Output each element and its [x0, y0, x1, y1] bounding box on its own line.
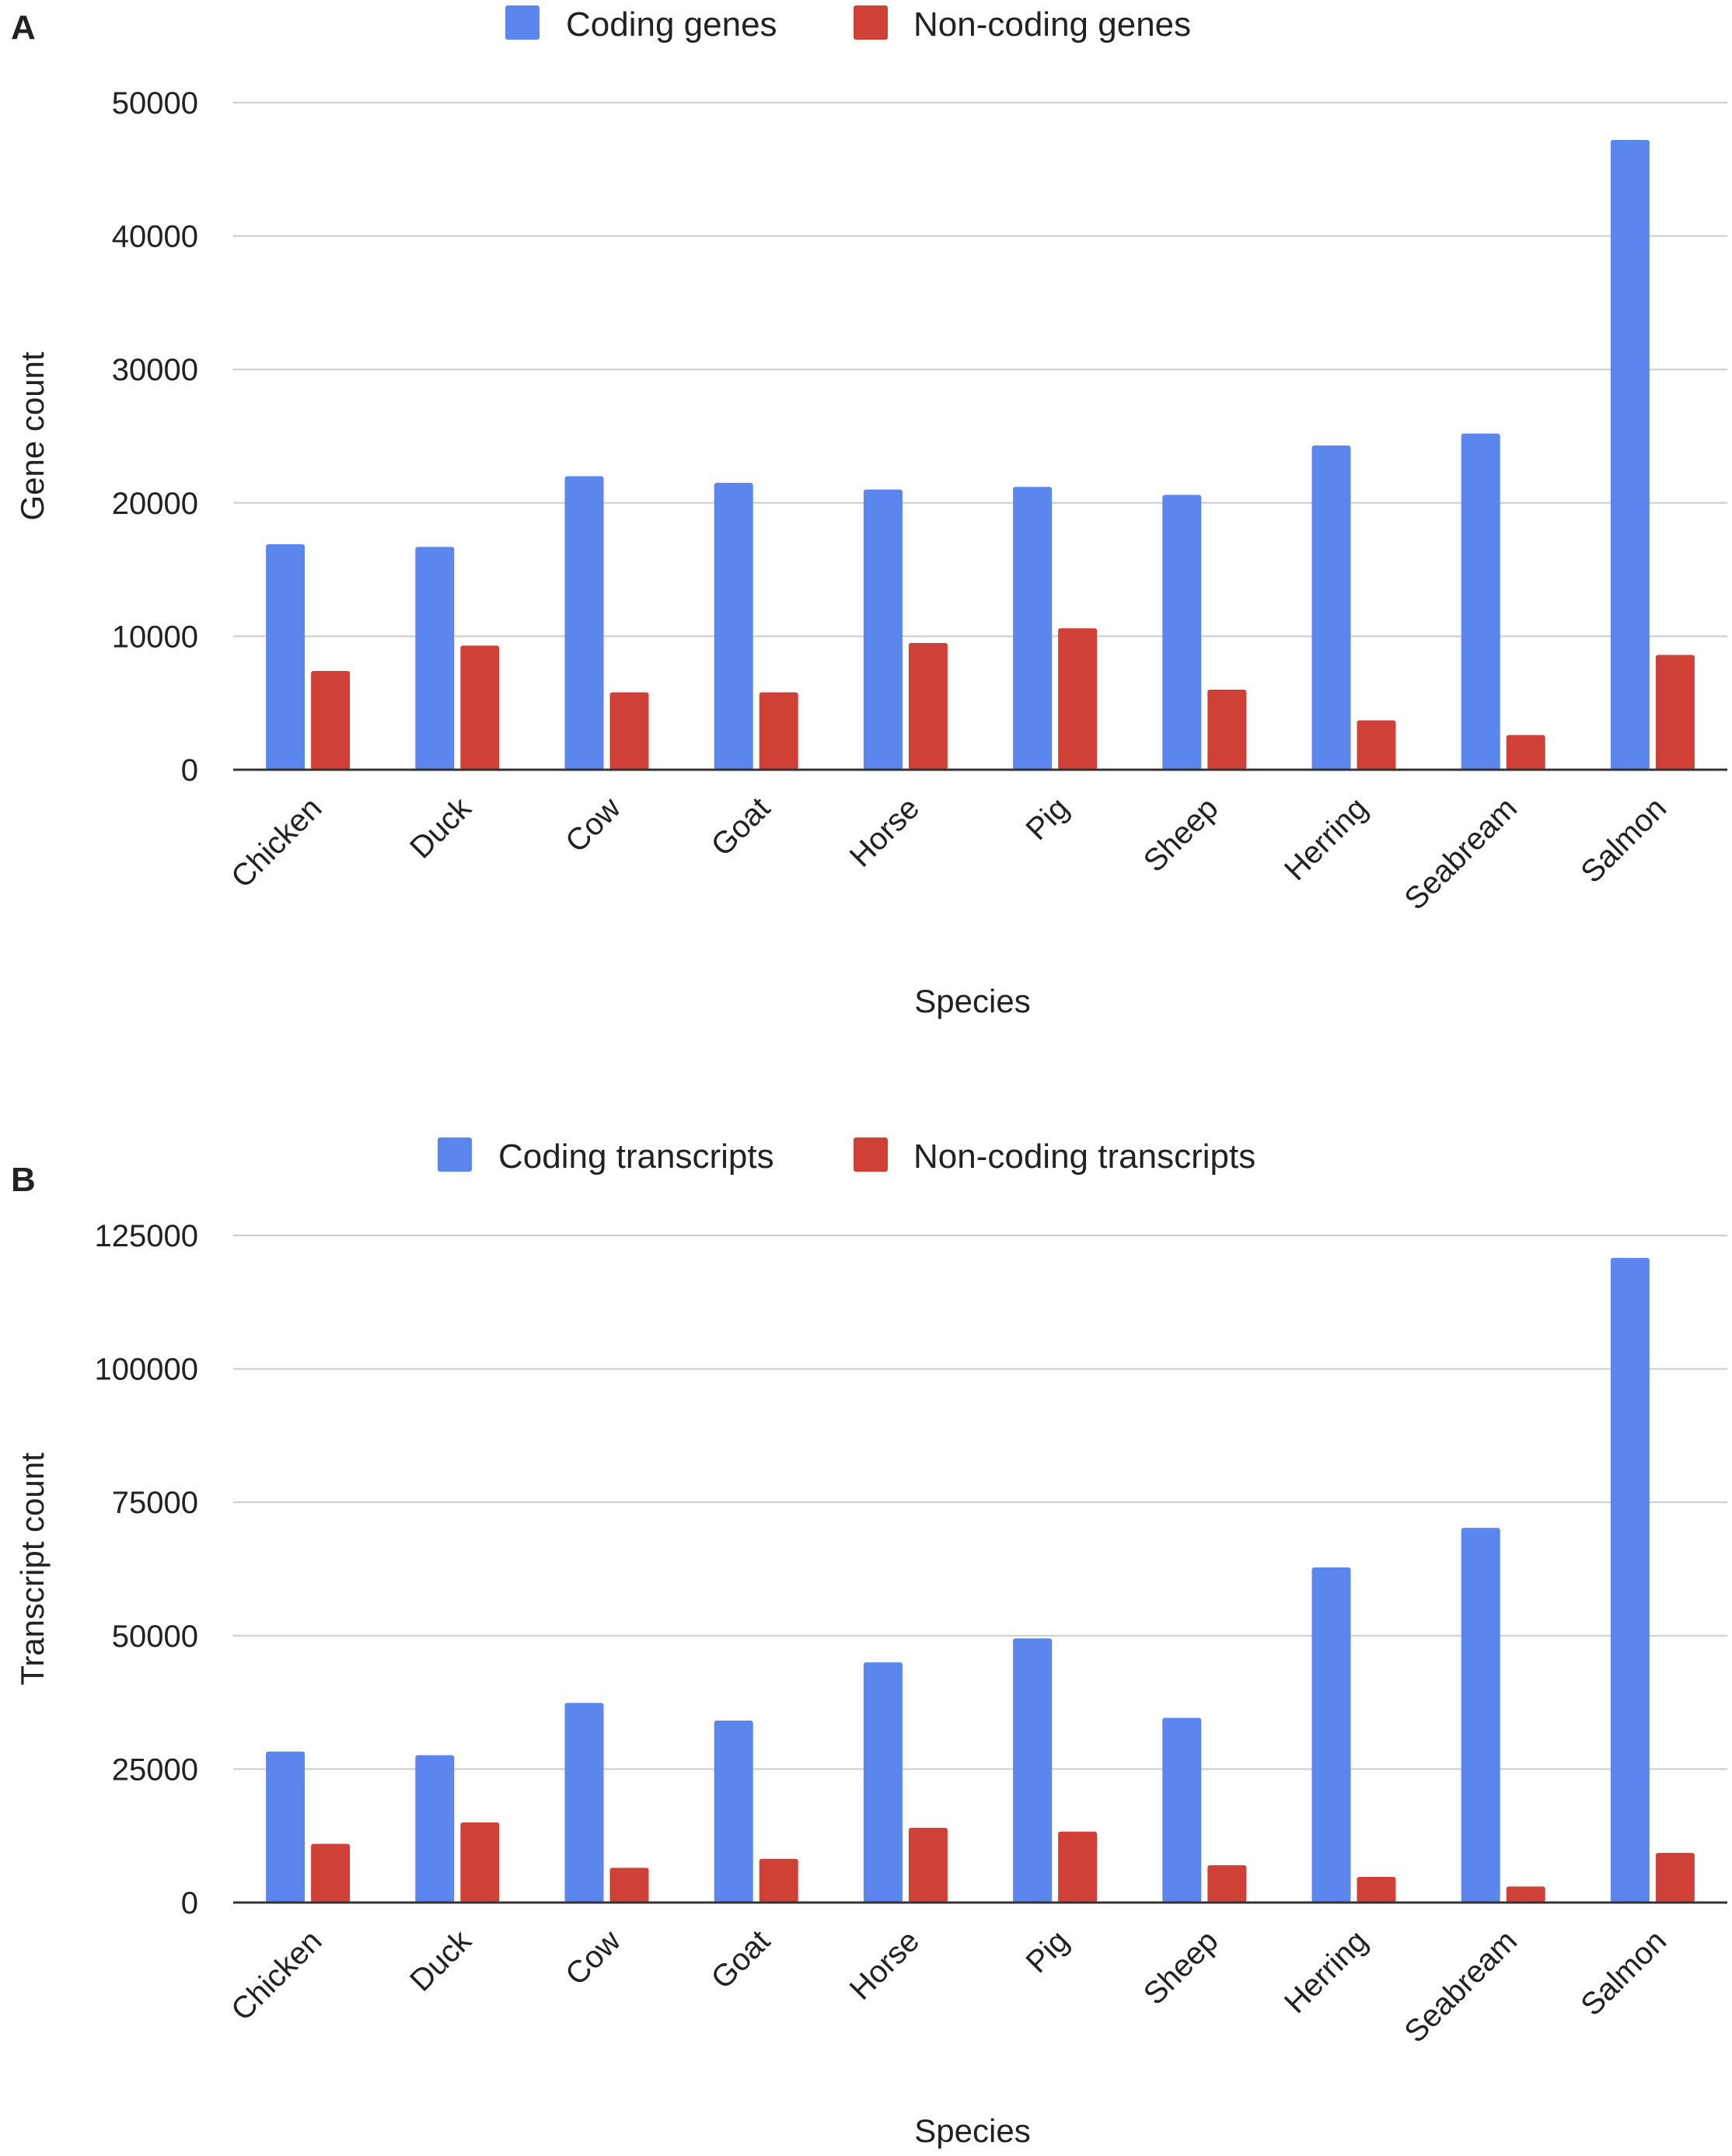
gridlines-b [233, 1235, 1727, 1770]
bar-non-coding-genes-chicken [311, 671, 351, 770]
bar-non-coding-transcripts-horse [908, 1827, 948, 1903]
bar-coding-genes-duck [415, 547, 455, 770]
bar-non-coding-genes-seabream [1506, 735, 1545, 770]
y-tick-label: 25000 [112, 1752, 198, 1787]
bar-coding-transcripts-sheep [1162, 1717, 1202, 1903]
bar-non-coding-genes-cow [609, 692, 649, 770]
y-tick-label: 0 [181, 753, 198, 788]
bar-coding-genes-goat [714, 483, 753, 770]
x-category-label-horse: Horse [843, 1924, 927, 2007]
legend-label-coding-genes: Coding genes [566, 5, 777, 44]
legend-label-coding-transcripts: Coding transcripts [498, 1137, 774, 1176]
bars-a [266, 140, 1695, 770]
bar-non-coding-genes-horse [908, 642, 948, 770]
x-category-label-seabream: Seabream [1398, 1924, 1524, 2049]
y-tick-label: 100000 [95, 1353, 198, 1387]
legend-b: Coding transcripts Non-coding transcript… [438, 1137, 1255, 1176]
y-tick-label: 125000 [95, 1219, 198, 1253]
x-category-labels-b: Chicken Duck Cow Goat Horse Pig Sheep Herring Se… [225, 1924, 1673, 2049]
legend-label-non-coding-genes: Non-coding genes [913, 5, 1191, 44]
y-tick-label: 20000 [112, 487, 198, 521]
bar-non-coding-genes-duck [460, 645, 500, 770]
x-category-label-seabream: Seabream [1398, 791, 1524, 917]
y-tick-label: 30000 [112, 353, 198, 387]
bar-non-coding-transcripts-herring [1357, 1877, 1396, 1903]
bars-b [266, 1257, 1695, 1903]
bar-coding-transcripts-chicken [266, 1751, 306, 1903]
x-category-label-duck: Duck [403, 1924, 478, 1998]
bar-coding-transcripts-duck [415, 1755, 455, 1903]
legend-a: Coding genes Non-coding genes [505, 5, 1191, 44]
bar-non-coding-transcripts-chicken [311, 1843, 351, 1903]
x-category-label-pig: Pig [1019, 791, 1075, 847]
y-tick-label: 10000 [112, 620, 198, 654]
bar-coding-genes-cow [564, 476, 604, 770]
y-tick-labels-b: 0 25000 50000 75000 100000 125000 [95, 1219, 198, 1920]
x-category-label-salmon: Salmon [1574, 791, 1673, 889]
x-category-label-sheep: Sheep [1137, 1924, 1225, 2011]
bar-non-coding-transcripts-goat [759, 1858, 798, 1903]
bar-non-coding-transcripts-duck [460, 1822, 500, 1903]
bar-coding-transcripts-herring [1311, 1567, 1351, 1903]
bar-coding-transcripts-horse [863, 1662, 903, 1903]
panel-label-a: A [11, 9, 36, 47]
x-category-label-salmon: Salmon [1574, 1924, 1673, 2022]
x-category-label-chicken: Chicken [225, 791, 328, 894]
bar-coding-genes-salmon [1610, 140, 1650, 770]
legend-label-non-coding-transcripts: Non-coding transcripts [913, 1137, 1255, 1176]
bar-non-coding-genes-sheep [1207, 690, 1247, 770]
bar-coding-genes-chicken [266, 543, 306, 770]
bar-coding-genes-horse [863, 489, 903, 770]
y-tick-labels-a: 0 10000 20000 30000 40000 50000 [112, 86, 198, 788]
x-category-label-herring: Herring [1278, 791, 1374, 887]
legend-swatch-non-coding-transcripts [854, 1137, 888, 1172]
y-axis-title-a: Gene count [14, 351, 51, 520]
bar-coding-genes-seabream [1461, 433, 1500, 770]
x-category-label-sheep: Sheep [1137, 791, 1225, 879]
bar-non-coding-transcripts-seabream [1506, 1886, 1545, 1903]
y-tick-label: 40000 [112, 220, 198, 254]
bar-non-coding-genes-salmon [1655, 655, 1695, 770]
x-axis-title-a: Species [914, 983, 1030, 1019]
x-category-label-cow: Cow [559, 791, 627, 859]
bar-non-coding-genes-goat [759, 692, 798, 770]
bar-non-coding-transcripts-sheep [1207, 1864, 1247, 1903]
bar-coding-genes-sheep [1162, 494, 1202, 770]
x-category-label-herring: Herring [1278, 1924, 1374, 2020]
gridlines-a [233, 102, 1727, 638]
x-category-label-cow: Cow [559, 1924, 627, 1992]
bar-non-coding-genes-herring [1357, 720, 1396, 770]
x-category-label-goat: Goat [705, 791, 777, 862]
legend-swatch-coding-transcripts [438, 1137, 472, 1172]
y-tick-label: 0 [181, 1886, 198, 1920]
y-tick-label: 50000 [112, 1620, 198, 1654]
y-tick-label: 75000 [112, 1486, 198, 1520]
bar-coding-genes-pig [1013, 487, 1053, 770]
panel-label-b: B [11, 1161, 36, 1199]
bar-coding-transcripts-pig [1013, 1638, 1053, 1903]
x-category-label-goat: Goat [705, 1924, 777, 1995]
x-category-label-duck: Duck [403, 791, 478, 865]
bar-non-coding-genes-pig [1058, 628, 1098, 770]
legend-swatch-non-coding-genes [854, 5, 888, 40]
bar-coding-genes-herring [1311, 446, 1351, 770]
x-axis-title-b: Species [914, 2112, 1030, 2149]
x-category-label-chicken: Chicken [225, 1924, 328, 2027]
bar-non-coding-transcripts-pig [1058, 1831, 1098, 1903]
bar-coding-transcripts-cow [564, 1703, 604, 1903]
bar-coding-transcripts-goat [714, 1720, 753, 1903]
bar-non-coding-transcripts-cow [609, 1868, 649, 1903]
panel-a-gene-count-chart: A Coding genes Non-coding genes 0 10000 20… [11, 5, 1727, 1019]
x-category-labels-a: Chicken Duck Cow Goat Horse Pig Sheep Herring Se… [225, 791, 1673, 917]
x-category-label-horse: Horse [843, 791, 927, 874]
panel-b-transcript-count-chart: B Coding transcripts Non-coding transcri… [11, 1137, 1727, 2149]
x-category-label-pig: Pig [1019, 1924, 1075, 1980]
y-tick-label: 50000 [112, 86, 198, 121]
legend-swatch-coding-genes [505, 5, 540, 40]
bar-non-coding-transcripts-salmon [1655, 1853, 1695, 1903]
bar-coding-transcripts-seabream [1461, 1528, 1500, 1903]
bar-coding-transcripts-salmon [1610, 1257, 1650, 1903]
y-axis-title-b: Transcript count [14, 1452, 51, 1686]
